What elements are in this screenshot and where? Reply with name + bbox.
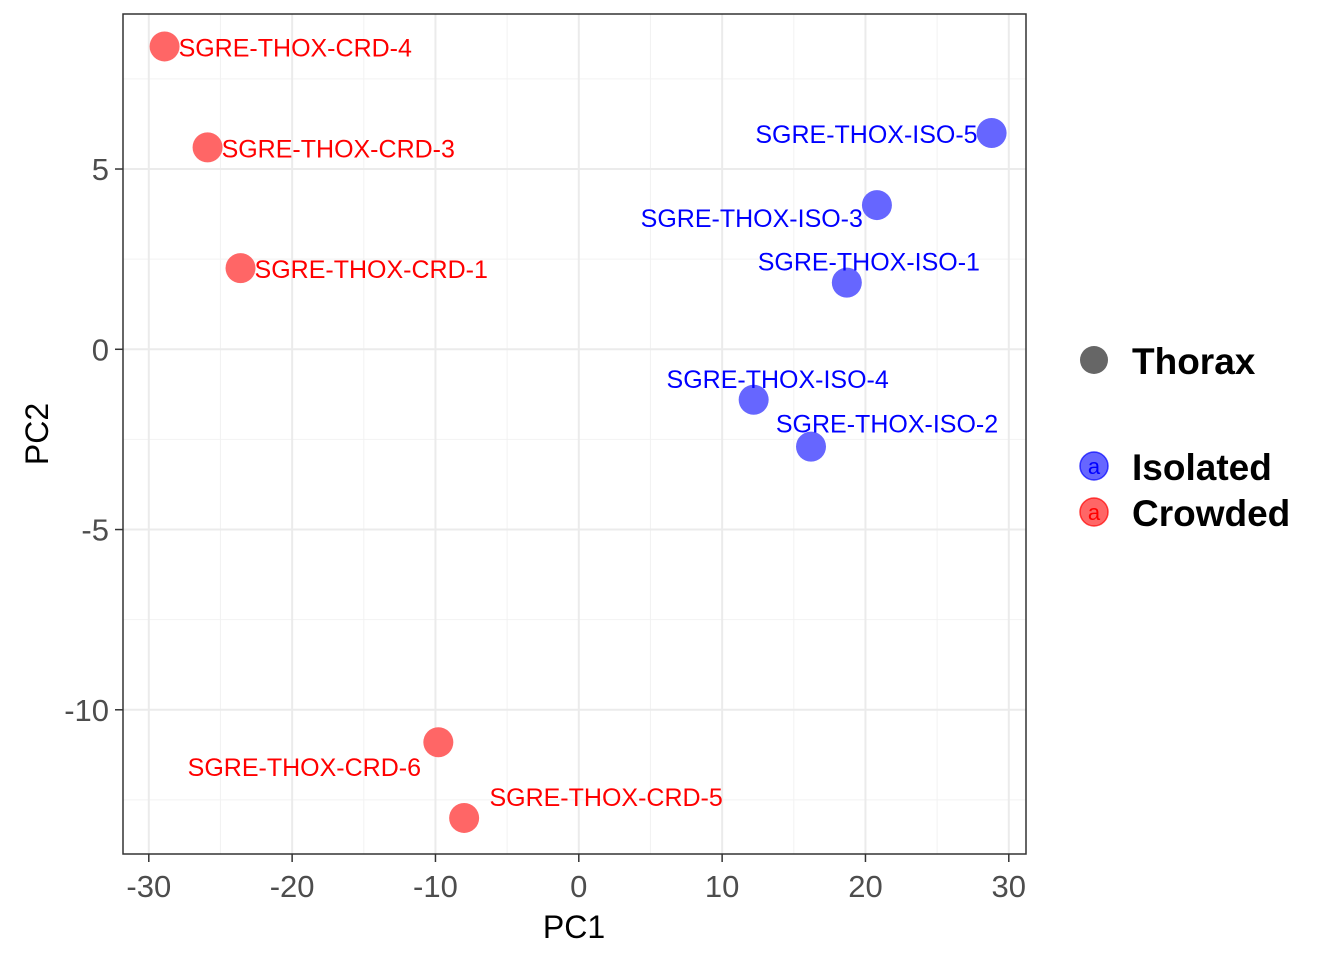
x-axis-title: PC1 xyxy=(543,909,605,945)
point-label-crowded: SGRE-THOX-CRD-4 xyxy=(179,34,412,62)
point-label-isolated: SGRE-THOX-ISO-2 xyxy=(776,411,998,439)
panel-border xyxy=(122,13,1027,855)
data-points xyxy=(149,31,1007,833)
x-tick-label: 0 xyxy=(570,869,587,904)
point-label-isolated: SGRE-THOX-ISO-4 xyxy=(667,366,889,394)
legend-key-isolated xyxy=(1079,451,1109,481)
point-isolated xyxy=(796,431,826,462)
point-labels: SGRE-THOX-ISO-5 SGRE-THOX-ISO-3 SGRE-THOX-… xyxy=(179,34,999,812)
point-label-isolated: SGRE-THOX-ISO-3 xyxy=(641,205,863,233)
legend-label-crowded: Crowded xyxy=(1132,493,1290,534)
legend-shape-key xyxy=(1080,346,1108,374)
point-crowded xyxy=(449,802,480,833)
point-isolated xyxy=(831,267,862,298)
point-isolated xyxy=(976,117,1007,148)
x-tick-label: 20 xyxy=(848,869,882,904)
point-crowded xyxy=(225,253,256,284)
point-crowded xyxy=(423,727,454,758)
point-label-crowded: SGRE-THOX-CRD-1 xyxy=(255,256,488,284)
grid-major xyxy=(123,14,1026,854)
point-label-isolated: SGRE-THOX-ISO-1 xyxy=(758,249,980,277)
x-tick-label: -10 xyxy=(413,869,458,904)
point-isolated xyxy=(861,190,892,221)
legend-key-letter-isolated: a xyxy=(1088,454,1101,479)
x-axis-ticks: -30 -20 -10 0 10 20 30 xyxy=(126,854,1026,904)
point-label-crowded: SGRE-THOX-CRD-5 xyxy=(489,784,722,812)
y-axis-title: PC2 xyxy=(19,403,55,465)
point-label-isolated: SGRE-THOX-ISO-5 xyxy=(755,121,977,149)
point-isolated xyxy=(738,384,769,415)
y-tick-label: 0 xyxy=(92,332,109,367)
grid-minor xyxy=(123,14,1026,854)
x-tick-label: -30 xyxy=(126,869,171,904)
legend-key-crowded xyxy=(1079,497,1109,527)
point-label-crowded: SGRE-THOX-CRD-3 xyxy=(222,135,455,163)
point-crowded xyxy=(149,31,180,62)
y-tick-label: -10 xyxy=(64,693,109,728)
legend-shape-title: Thorax xyxy=(1132,341,1256,382)
legend: Thorax a Isolated a Crowded xyxy=(1079,341,1290,534)
x-tick-label: 10 xyxy=(705,869,739,904)
point-label-crowded: SGRE-THOX-CRD-6 xyxy=(188,754,421,782)
legend-key-letter-crowded: a xyxy=(1088,500,1101,525)
y-axis-ticks: -10 -5 0 5 xyxy=(64,152,123,728)
point-crowded xyxy=(192,132,223,163)
y-tick-label: -5 xyxy=(81,513,109,548)
x-tick-label: 30 xyxy=(992,869,1026,904)
x-tick-label: -20 xyxy=(270,869,315,904)
legend-label-isolated: Isolated xyxy=(1132,447,1272,488)
y-tick-label: 5 xyxy=(92,152,109,187)
